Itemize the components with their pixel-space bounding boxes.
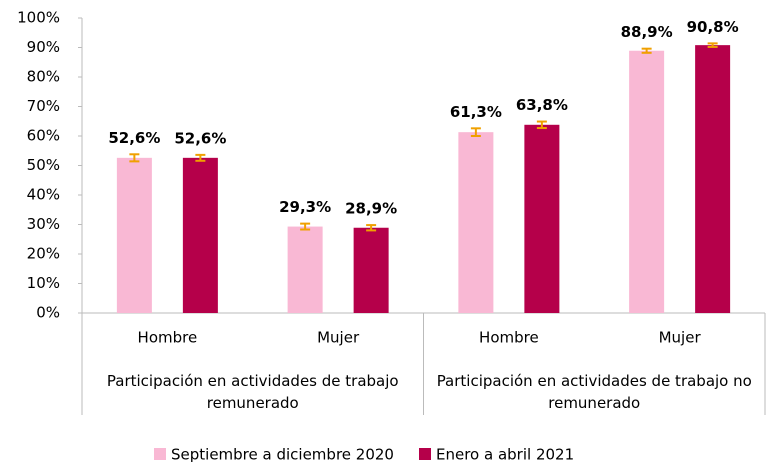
x-tick-label: Hombre: [479, 329, 539, 347]
y-tick-label: 90%: [27, 38, 60, 56]
y-tick-label: 20%: [27, 245, 60, 263]
data-label: 61,3%: [450, 103, 502, 121]
data-label: 28,9%: [345, 200, 397, 218]
y-tick-label: 100%: [17, 9, 60, 27]
error-bar: [470, 127, 481, 137]
data-label: 52,6%: [108, 129, 160, 147]
data-label: 90,8%: [687, 18, 739, 36]
y-tick-label: 60%: [27, 127, 60, 145]
x-tick-label: Hombre: [138, 329, 198, 347]
x-tick-label: Mujer: [317, 329, 360, 347]
legend-label: Enero a abril 2021: [436, 446, 574, 462]
x-tick-label: Mujer: [659, 329, 702, 347]
data-label: 63,8%: [516, 96, 568, 114]
data-label: 52,6%: [174, 129, 226, 147]
legend-swatch: [154, 448, 166, 460]
data-label: 88,9%: [621, 23, 673, 41]
error-bar: [195, 153, 206, 162]
y-tick-label: 40%: [27, 186, 60, 204]
y-tick-label: 50%: [27, 156, 60, 174]
y-tick-label: 30%: [27, 215, 60, 233]
bar: [182, 157, 218, 313]
bar: [287, 226, 323, 313]
group-label: Participación en actividades de trabajo …: [436, 372, 752, 412]
group-label: Participación en actividades de trabajo …: [106, 372, 399, 412]
y-tick-label: 70%: [27, 97, 60, 115]
error-bar: [300, 222, 311, 231]
bar: [116, 157, 152, 313]
legend-swatch: [419, 448, 431, 460]
error-bar: [129, 153, 140, 163]
data-label: 29,3%: [279, 198, 331, 216]
y-tick-label: 10%: [27, 274, 60, 292]
error-bar: [641, 47, 652, 54]
bar: [695, 45, 731, 313]
error-bar: [536, 120, 547, 130]
y-tick-label: 80%: [27, 68, 60, 86]
legend-label: Septiembre a diciembre 2020: [171, 446, 394, 462]
bar: [629, 50, 665, 314]
error-bar: [366, 224, 377, 232]
error-bar: [707, 42, 718, 48]
bar: [353, 227, 389, 313]
bar: [458, 132, 494, 313]
y-tick-label: 0%: [36, 304, 60, 322]
bar: [524, 124, 560, 313]
